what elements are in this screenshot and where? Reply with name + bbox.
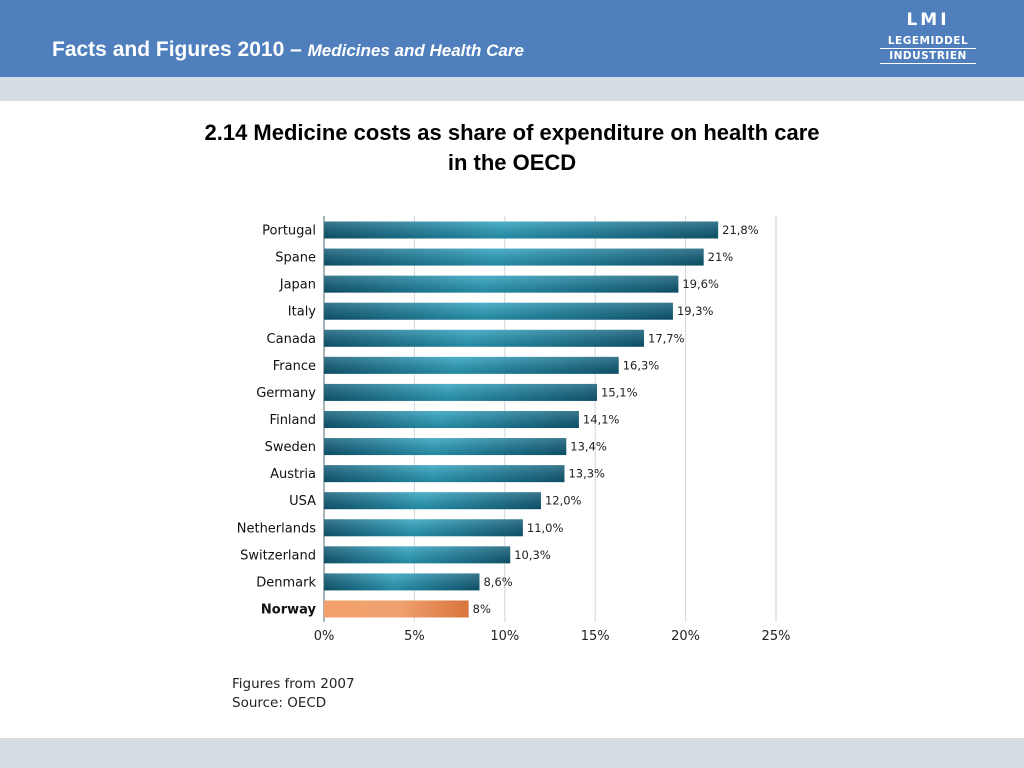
value-label: 13,4% xyxy=(570,440,607,454)
x-tick-label: 20% xyxy=(671,629,700,644)
x-tick-label: 15% xyxy=(581,629,610,644)
category-label: Japan xyxy=(279,278,316,293)
value-label: 10,3% xyxy=(514,548,551,562)
category-label: Germany xyxy=(256,386,316,401)
value-label: 21% xyxy=(708,250,734,264)
x-tick-label: 5% xyxy=(404,629,425,644)
slide-subtitle: Medicines and Health Care xyxy=(307,41,524,60)
bar-shading xyxy=(324,410,579,428)
category-label: Sweden xyxy=(265,440,316,455)
category-label: Norway xyxy=(261,602,317,617)
footnote-year: Figures from 2007 xyxy=(232,676,355,692)
bar-shading xyxy=(324,465,565,483)
category-label: Austria xyxy=(270,467,316,482)
value-label: 19,3% xyxy=(677,304,714,318)
bar-shading xyxy=(324,492,541,510)
bar-shading xyxy=(324,329,645,347)
slide-title-main: Facts and Figures 2010 – xyxy=(52,38,308,61)
value-label: 14,1% xyxy=(583,412,620,426)
value-label: 11,0% xyxy=(527,521,564,535)
bar-shading xyxy=(324,302,673,320)
category-label: Spane xyxy=(275,251,316,266)
category-label: Netherlands xyxy=(237,521,316,536)
bar-shading xyxy=(324,438,567,456)
x-tick-label: 10% xyxy=(490,629,519,644)
category-label: Italy xyxy=(288,305,317,320)
value-label: 17,7% xyxy=(648,331,685,345)
logo-line-1: LEGEMIDDEL xyxy=(880,35,976,49)
bar-shading xyxy=(324,248,704,266)
bar-shading xyxy=(324,573,480,591)
x-tick-label: 0% xyxy=(314,629,335,644)
value-label: 8% xyxy=(473,602,491,616)
value-label: 8,6% xyxy=(483,575,512,589)
bar xyxy=(324,600,469,618)
bar-shading xyxy=(324,275,679,293)
category-label: Denmark xyxy=(256,575,316,590)
logo-acronym: LMI xyxy=(906,10,950,30)
value-label: 19,6% xyxy=(682,277,719,291)
value-label: 13,3% xyxy=(568,467,605,481)
category-label: USA xyxy=(289,494,316,509)
header-divider-strip xyxy=(0,77,1024,101)
bar-shading xyxy=(324,519,523,537)
x-tick-label: 25% xyxy=(762,629,791,644)
logo-line-2: INDUSTRIEN xyxy=(880,50,976,64)
bar-shading xyxy=(324,356,619,374)
chart-title: 2.14 Medicine costs as share of expendit… xyxy=(204,120,820,175)
header-bar: Facts and Figures 2010 – Medicines and H… xyxy=(0,0,1024,77)
value-label: 15,1% xyxy=(601,385,638,399)
footnote-source: Source: OECD xyxy=(232,695,327,711)
footer-strip xyxy=(0,738,1024,768)
bar-shading xyxy=(324,546,511,564)
footnote: Figures from 2007 Source: OECD xyxy=(232,675,355,713)
category-label: Switzerland xyxy=(240,548,316,563)
value-label: 21,8% xyxy=(722,223,759,237)
category-label: Canada xyxy=(267,332,316,347)
bar-shading xyxy=(324,221,719,239)
slide-title: Facts and Figures 2010 – Medicines and H… xyxy=(52,38,524,62)
lmi-logo: LMI LEGEMIDDEL INDUSTRIEN xyxy=(880,10,976,66)
category-label: France xyxy=(273,359,316,374)
bar-shading xyxy=(324,383,598,401)
category-label: Finland xyxy=(270,413,316,428)
category-label: Portugal xyxy=(262,224,316,239)
value-label: 16,3% xyxy=(623,358,660,372)
value-label: 12,0% xyxy=(545,494,582,508)
